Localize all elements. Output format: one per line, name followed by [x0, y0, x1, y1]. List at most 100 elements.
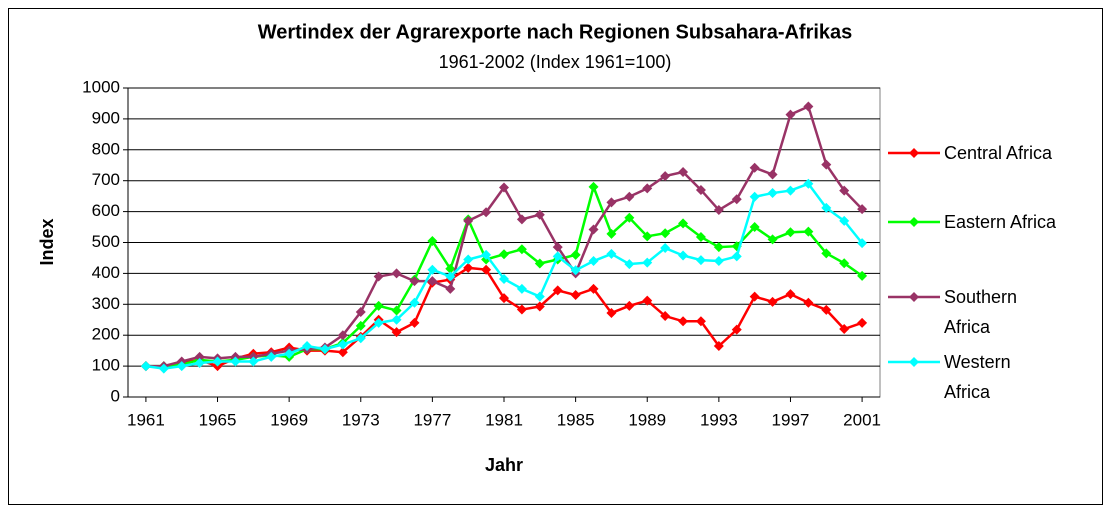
data-point [678, 167, 689, 178]
data-point [749, 191, 760, 202]
data-point [499, 182, 509, 193]
y-tick-label: 400 [92, 263, 120, 282]
data-point [624, 259, 635, 270]
x-axis-label: Jahr [485, 455, 523, 475]
data-point [839, 258, 850, 269]
data-point [355, 333, 366, 344]
y-tick-label: 200 [92, 325, 120, 344]
data-point [391, 268, 402, 279]
data-point [660, 311, 671, 322]
data-point [499, 293, 509, 304]
data-point [516, 304, 527, 315]
legend-label: Western Africa [944, 352, 1011, 402]
data-point [534, 258, 545, 269]
x-tick-label: 1989 [628, 410, 666, 429]
data-point [445, 263, 456, 274]
y-tick-label: 800 [92, 139, 120, 158]
data-point [284, 348, 295, 359]
legend-marker [909, 217, 919, 227]
data-point [695, 184, 706, 195]
data-point [803, 101, 814, 112]
data-point [839, 324, 850, 335]
data-point [427, 276, 438, 287]
data-point [821, 159, 832, 170]
data-point [731, 324, 742, 335]
data-point [176, 361, 187, 372]
y-tick-label: 0 [111, 386, 120, 405]
data-point [463, 215, 474, 226]
data-point [409, 297, 420, 308]
data-point [319, 344, 330, 355]
data-point [463, 262, 474, 273]
data-point [534, 291, 545, 302]
data-point [373, 300, 384, 311]
data-point [534, 301, 545, 312]
data-point [821, 304, 832, 315]
data-point [230, 356, 241, 367]
data-point [678, 316, 689, 327]
data-point [391, 314, 402, 325]
data-point [678, 218, 689, 229]
data-point [534, 209, 545, 220]
data-point [839, 185, 850, 196]
data-point [588, 256, 599, 267]
chart-subtitle: 1961-2002 (Index 1961=100) [439, 52, 672, 72]
data-point [552, 251, 563, 262]
data-point [713, 205, 724, 216]
data-point [445, 283, 456, 294]
data-point [481, 249, 492, 260]
data-point [731, 194, 742, 205]
data-point [606, 197, 617, 208]
data-point [140, 361, 151, 372]
data-point [570, 249, 581, 260]
data-point [588, 181, 599, 192]
chart-title: Wertindex der Agrarexporte nach Regionen… [258, 21, 853, 43]
data-point [570, 290, 581, 301]
data-point [785, 289, 796, 300]
data-point [642, 231, 653, 242]
data-point [499, 273, 509, 284]
data-point [588, 224, 599, 235]
data-point [409, 317, 420, 328]
data-point [355, 307, 366, 318]
data-point [373, 271, 384, 282]
y-axis-label: Index [37, 218, 57, 265]
data-point [212, 356, 223, 367]
data-point [516, 214, 527, 225]
data-point [821, 202, 832, 213]
y-tick-label: 300 [92, 294, 120, 313]
data-point [499, 249, 509, 260]
data-point [552, 242, 563, 253]
data-point [749, 162, 760, 173]
data-point [391, 305, 402, 316]
data-point [463, 254, 474, 265]
data-point [857, 270, 868, 281]
data-point [767, 234, 778, 245]
data-point [660, 228, 671, 239]
data-point [606, 248, 617, 259]
data-point [516, 244, 527, 255]
data-point [516, 283, 527, 294]
data-point [642, 183, 653, 194]
x-tick-label: 1977 [413, 410, 451, 429]
data-point [695, 255, 706, 266]
data-point [570, 265, 581, 276]
data-point [337, 347, 348, 358]
data-point [785, 227, 796, 238]
x-tick-label: 1973 [342, 410, 380, 429]
data-point [588, 283, 599, 294]
legend-label: Eastern Africa [944, 212, 1057, 232]
data-point [713, 341, 724, 352]
y-tick-label: 600 [92, 201, 120, 220]
data-point [803, 226, 814, 237]
data-point [624, 212, 635, 223]
data-point [839, 215, 850, 226]
data-point [391, 327, 402, 338]
data-point [624, 191, 635, 202]
x-tick-label: 1965 [199, 410, 237, 429]
data-point [194, 358, 205, 369]
data-point [767, 169, 778, 180]
data-point [713, 242, 724, 253]
